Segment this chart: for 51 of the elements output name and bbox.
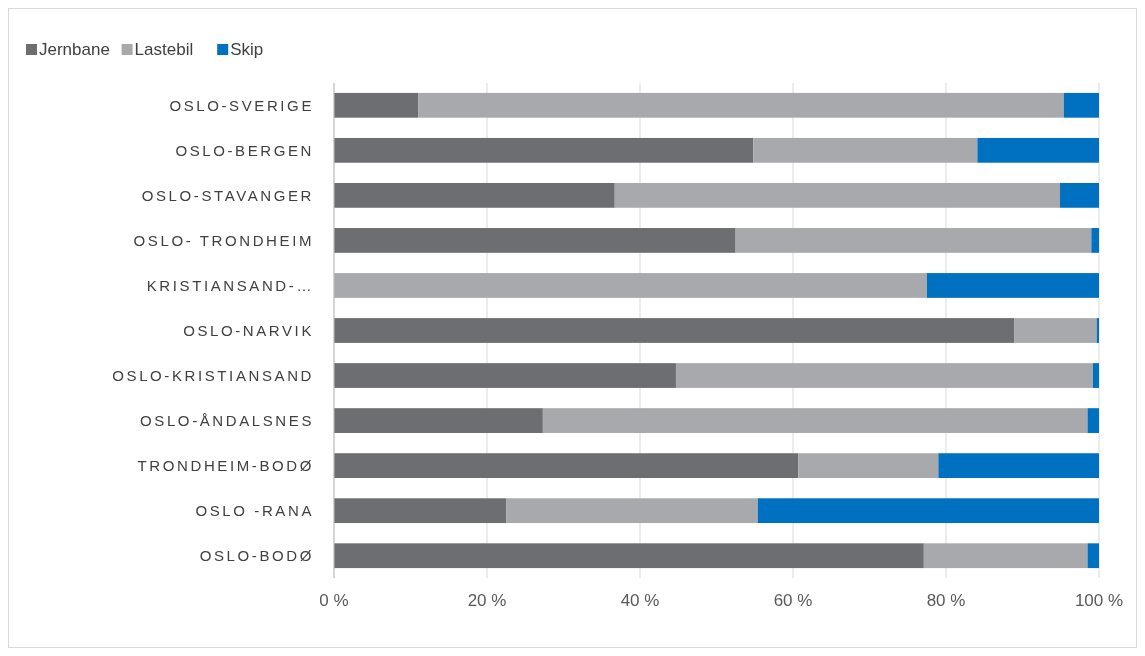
bar — [923, 543, 1088, 569]
bar — [977, 137, 1099, 163]
y-tick-label: KRISTIANSAND-… — [146, 276, 314, 294]
y-tick-label: OSLO-BODØ — [199, 546, 314, 564]
y-tick-label: OSLO-KRISTIANSAND — [112, 366, 314, 384]
bar — [926, 273, 1099, 298]
bar — [334, 408, 543, 433]
bar — [753, 137, 978, 163]
x-tick-label: 100 % — [1074, 591, 1124, 610]
legend-label: Skip — [230, 40, 264, 59]
bar — [1087, 408, 1099, 433]
bar — [1092, 363, 1099, 388]
bar — [1063, 92, 1099, 118]
x-tick-label: 20 % — [467, 591, 507, 610]
bar — [418, 92, 1064, 118]
x-tick-label: 80 % — [926, 591, 966, 610]
bar — [735, 228, 1092, 253]
bar — [334, 453, 799, 479]
bar — [675, 363, 1093, 388]
bar — [334, 228, 736, 253]
x-tick-label: 0 % — [319, 591, 349, 610]
y-tick-label: OSLO-BERGEN — [175, 141, 314, 159]
bar — [334, 92, 419, 118]
bar — [334, 182, 615, 208]
bar — [334, 498, 507, 524]
y-tick-label: OSLO- TRONDHEIM — [133, 231, 314, 249]
y-tick-label: OSLO-STAVANGER — [141, 186, 314, 204]
x-tick-label: 60 % — [773, 591, 813, 610]
y-tick-label: OSLO-SVERIGE — [169, 96, 314, 114]
y-tick-label: OSLO -RANA — [195, 501, 314, 519]
bar — [798, 453, 939, 479]
legend-label: Jernbane — [39, 40, 110, 59]
bar — [542, 408, 1088, 433]
bar — [334, 543, 924, 569]
bar — [334, 137, 754, 163]
bar — [757, 498, 1099, 524]
y-tick-label: TRONDHEIM-BODØ — [137, 456, 314, 474]
legend-label: Lastebil — [134, 40, 194, 59]
bar — [1091, 228, 1099, 253]
bar — [506, 498, 758, 524]
bar — [334, 363, 676, 388]
bar — [1087, 543, 1099, 569]
y-tick-label: OSLO-NARVIK — [183, 321, 314, 339]
x-tick-label: 40 % — [620, 591, 660, 610]
bar — [1014, 318, 1097, 343]
bar — [938, 453, 1099, 479]
bar — [334, 273, 927, 298]
bar — [334, 318, 1015, 343]
bar — [1059, 182, 1099, 208]
y-tick-label: OSLO-ÅNDALSNES — [140, 411, 314, 429]
bar — [614, 182, 1060, 208]
